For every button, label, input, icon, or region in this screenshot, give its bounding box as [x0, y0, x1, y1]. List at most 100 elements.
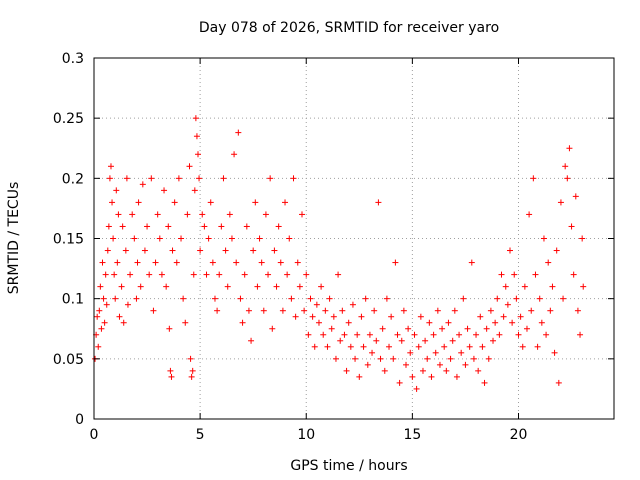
data-point — [102, 271, 109, 278]
data-point — [187, 355, 194, 362]
data-point — [341, 331, 348, 338]
data-point — [118, 283, 125, 290]
grid-lines — [94, 58, 614, 419]
data-point — [241, 271, 248, 278]
data-point — [386, 343, 393, 350]
data-point — [169, 247, 176, 254]
data-point — [396, 379, 403, 386]
data-point — [144, 223, 151, 230]
x-tick-label: 20 — [510, 427, 528, 443]
data-point — [466, 343, 473, 350]
data-point — [168, 373, 175, 380]
data-point — [288, 295, 295, 302]
data-point — [252, 199, 259, 206]
data-point — [339, 307, 346, 314]
data-point — [94, 313, 101, 320]
data-point — [526, 211, 533, 218]
data-point — [411, 331, 418, 338]
data-point — [222, 247, 229, 254]
data-point — [475, 367, 482, 374]
data-point — [477, 313, 484, 320]
data-point — [173, 259, 180, 266]
data-point — [481, 379, 488, 386]
data-point — [515, 331, 522, 338]
y-tick-label: 0 — [75, 412, 84, 428]
data-point — [492, 319, 499, 326]
data-point — [307, 295, 314, 302]
data-point — [133, 295, 140, 302]
data-point — [337, 337, 344, 344]
data-point — [235, 129, 242, 136]
data-point — [163, 283, 170, 290]
data-point — [354, 331, 361, 338]
data-point — [419, 367, 426, 374]
data-point — [366, 331, 373, 338]
data-point — [332, 355, 339, 362]
data-point — [107, 163, 114, 170]
data-point — [485, 355, 492, 362]
data-point — [324, 343, 331, 350]
data-point — [523, 325, 530, 332]
data-point — [580, 283, 587, 290]
data-point — [343, 367, 350, 374]
data-point — [460, 295, 467, 302]
data-point — [360, 343, 367, 350]
data-point — [106, 175, 113, 182]
data-point — [443, 367, 450, 374]
data-point — [507, 247, 513, 254]
data-point — [577, 331, 584, 338]
x-axis-label: GPS time / hours — [290, 458, 407, 474]
data-point — [500, 313, 507, 320]
data-point — [124, 301, 131, 308]
data-point — [226, 211, 233, 218]
data-point — [504, 301, 511, 308]
data-point — [150, 307, 157, 314]
data-point — [400, 307, 407, 314]
data-point — [156, 235, 163, 242]
data-point — [445, 319, 452, 326]
data-point — [96, 307, 103, 314]
data-point — [517, 313, 524, 320]
data-point — [114, 259, 121, 266]
data-point — [228, 235, 235, 242]
x-tick-label: 0 — [90, 427, 99, 443]
data-point — [103, 301, 110, 308]
data-point — [432, 349, 439, 356]
data-point — [237, 295, 244, 302]
data-point — [294, 259, 301, 266]
data-point — [211, 295, 218, 302]
data-point — [269, 325, 276, 332]
data-point — [356, 373, 363, 380]
data-point — [509, 319, 516, 326]
data-point — [184, 211, 191, 218]
data-point — [570, 271, 577, 278]
data-point — [330, 313, 337, 320]
data-point — [403, 361, 409, 368]
data-point — [146, 271, 153, 278]
data-point — [277, 259, 284, 266]
y-tick-label: 0.15 — [53, 232, 84, 248]
data-point — [154, 211, 161, 218]
data-point — [487, 307, 494, 314]
data-point — [371, 307, 378, 314]
data-point — [572, 193, 579, 200]
data-point — [347, 343, 354, 350]
data-point — [553, 247, 560, 254]
data-point — [447, 355, 454, 362]
data-point — [568, 223, 575, 230]
data-point — [98, 325, 105, 332]
data-point — [549, 283, 556, 290]
data-point — [428, 373, 435, 380]
data-point — [538, 319, 545, 326]
data-point — [113, 187, 120, 194]
chart-title: Day 078 of 2026, SRMTID for receiver yar… — [199, 20, 499, 36]
data-point — [282, 199, 289, 206]
data-point — [139, 181, 146, 188]
data-point — [209, 259, 216, 266]
data-point — [528, 307, 535, 314]
data-point — [248, 337, 255, 344]
data-point — [318, 283, 325, 290]
data-point — [218, 223, 225, 230]
x-tick-label: 5 — [196, 427, 205, 443]
data-point — [562, 163, 569, 170]
